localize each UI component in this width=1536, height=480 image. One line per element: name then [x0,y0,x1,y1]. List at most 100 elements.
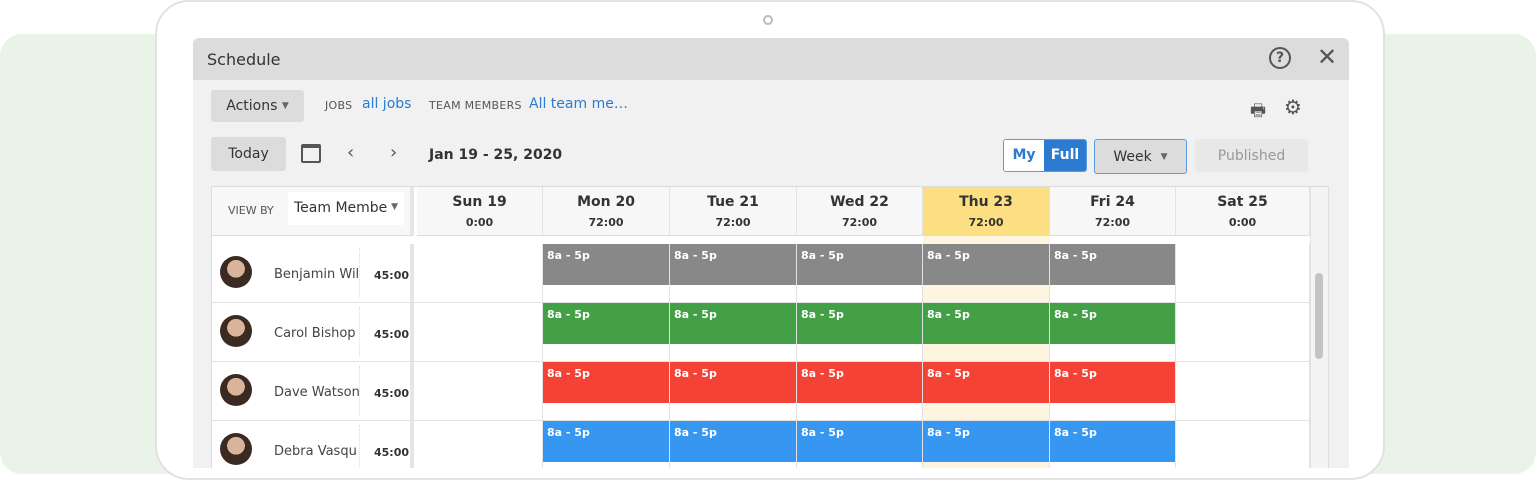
shift-block[interactable]: 8a - 5p [543,362,669,403]
shift-block[interactable]: 8a - 5p [670,244,796,285]
day-cell[interactable]: 8a - 5p [670,244,797,302]
day-cell[interactable]: 8a - 5p [797,244,923,302]
shift-block[interactable]: 8a - 5p [797,362,922,403]
day-cell[interactable]: 8a - 5p [797,362,923,420]
day-header[interactable]: Sat 25 0:00 [1176,187,1310,236]
team-members-filter-link[interactable]: All team me… [529,96,628,112]
view-by-select[interactable]: Team Membe ▼ [288,192,404,225]
day-hours: 72:00 [841,216,877,229]
day-cell[interactable]: 8a - 5p [797,421,923,468]
day-header[interactable]: Tue 21 72:00 [670,187,797,236]
camera-dot [763,15,773,25]
today-button[interactable]: Today [211,137,286,171]
day-cell[interactable]: 8a - 5p [543,244,670,302]
help-icon[interactable]: ? [1269,47,1291,69]
published-button[interactable]: Published [1195,139,1308,172]
day-label: Mon 20 [577,194,635,210]
day-header[interactable]: Thu 23 72:00 [923,187,1050,236]
title-bar: Schedule ? ✕ [193,38,1349,80]
shift-block[interactable]: 8a - 5p [1050,303,1175,344]
member-name: Benjamin Wil [274,267,360,282]
day-cell[interactable]: 8a - 5p [543,362,670,420]
day-cell[interactable] [1176,303,1310,361]
shift-block[interactable]: 8a - 5p [670,421,796,462]
gear-icon[interactable]: ⚙ [1284,95,1302,119]
close-icon[interactable]: ✕ [1317,43,1338,71]
shift-block[interactable]: 8a - 5p [923,362,1049,403]
day-cell[interactable]: 8a - 5p [1050,362,1176,420]
day-cell[interactable]: 8a - 5p [670,362,797,420]
day-label: Thu 23 [959,194,1013,210]
shift-block[interactable]: 8a - 5p [543,421,669,462]
day-cell[interactable]: 8a - 5p [670,421,797,468]
day-cell[interactable]: 8a - 5p [923,303,1050,361]
chevron-right-icon[interactable]: › [390,142,398,163]
table-row: Dave Watson 45:00 8a - 5p 8a - 5p 8a - 5p 8a… [212,362,1310,421]
day-cell[interactable] [1176,362,1310,420]
chevron-left-icon[interactable]: ‹ [347,142,355,163]
shift-block[interactable]: 8a - 5p [670,303,796,344]
day-cell[interactable] [417,303,543,361]
table-row: Carol Bishop 45:00 8a - 5p 8a - 5p 8a - 5p 8… [212,303,1310,362]
day-cell[interactable]: 8a - 5p [923,244,1050,302]
day-label: Sat 25 [1217,194,1268,210]
print-icon[interactable]: 🖶 [1250,101,1267,121]
jobs-filter-link[interactable]: all jobs [362,96,412,112]
shift-block[interactable]: 8a - 5p [1050,421,1175,462]
day-label: Tue 21 [707,194,759,210]
day-cell[interactable]: 8a - 5p [1050,244,1176,302]
view-select[interactable]: Week ▼ [1094,139,1187,174]
table-row: Benjamin Wil 45:00 8a - 5p 8a - 5p 8a - 5p 8… [212,244,1310,303]
shift-block[interactable]: 8a - 5p [1050,244,1175,285]
day-header[interactable]: Wed 22 72:00 [797,187,923,236]
member-cell[interactable]: Benjamin Wil 45:00 [212,244,414,302]
member-cell[interactable]: Debra Vasqu 45:00 [212,421,414,468]
shift-block[interactable]: 8a - 5p [543,303,669,344]
divider [359,307,360,357]
full-toggle[interactable]: Full [1044,140,1086,171]
scrollbar[interactable] [1310,187,1328,468]
shift-block[interactable]: 8a - 5p [1050,362,1175,403]
day-cell[interactable]: 8a - 5p [543,421,670,468]
day-hours: 72:00 [1094,216,1130,229]
shift-block[interactable]: 8a - 5p [797,244,922,285]
shift-block[interactable]: 8a - 5p [670,362,796,403]
table-row: Debra Vasqu 45:00 8a - 5p 8a - 5p 8a - 5p 8a… [212,421,1310,468]
day-hours: 72:00 [715,216,751,229]
shift-block[interactable]: 8a - 5p [797,421,922,462]
calendar-icon[interactable] [301,144,321,163]
day-header[interactable]: Fri 24 72:00 [1050,187,1176,236]
day-cell[interactable] [1176,421,1310,468]
day-cell[interactable]: 8a - 5p [1050,303,1176,361]
day-header[interactable]: Sun 19 0:00 [417,187,543,236]
shift-block[interactable]: 8a - 5p [797,303,922,344]
actions-button[interactable]: Actions ▼ [211,90,304,122]
day-cell[interactable] [417,421,543,468]
day-cell[interactable]: 8a - 5p [797,303,923,361]
jobs-label: JOBS [325,99,353,112]
day-cell[interactable]: 8a - 5p [923,421,1050,468]
day-header[interactable]: Mon 20 72:00 [543,187,670,236]
avatar [220,315,252,347]
day-hours: 0:00 [465,216,494,229]
day-label: Sun 19 [452,194,507,210]
member-cell[interactable]: Dave Watson 45:00 [212,362,414,420]
day-cell[interactable] [1176,244,1310,302]
day-cell[interactable]: 8a - 5p [1050,421,1176,468]
member-name: Carol Bishop [274,326,356,341]
shift-block[interactable]: 8a - 5p [923,244,1049,285]
shift-block[interactable]: 8a - 5p [923,303,1049,344]
day-cell[interactable] [417,362,543,420]
day-cell[interactable]: 8a - 5p [923,362,1050,420]
day-cell[interactable]: 8a - 5p [670,303,797,361]
scrollbar-thumb[interactable] [1315,273,1323,359]
shift-block[interactable]: 8a - 5p [923,421,1049,462]
member-name: Debra Vasqu [274,444,357,459]
my-toggle[interactable]: My [1004,140,1044,171]
member-cell[interactable]: Carol Bishop 45:00 [212,303,414,361]
schedule-window: Schedule ? ✕ Actions ▼ JOBS all jobs TEA… [193,38,1349,468]
actions-label: Actions [226,98,278,114]
day-cell[interactable]: 8a - 5p [543,303,670,361]
shift-block[interactable]: 8a - 5p [543,244,669,285]
day-cell[interactable] [417,244,543,302]
